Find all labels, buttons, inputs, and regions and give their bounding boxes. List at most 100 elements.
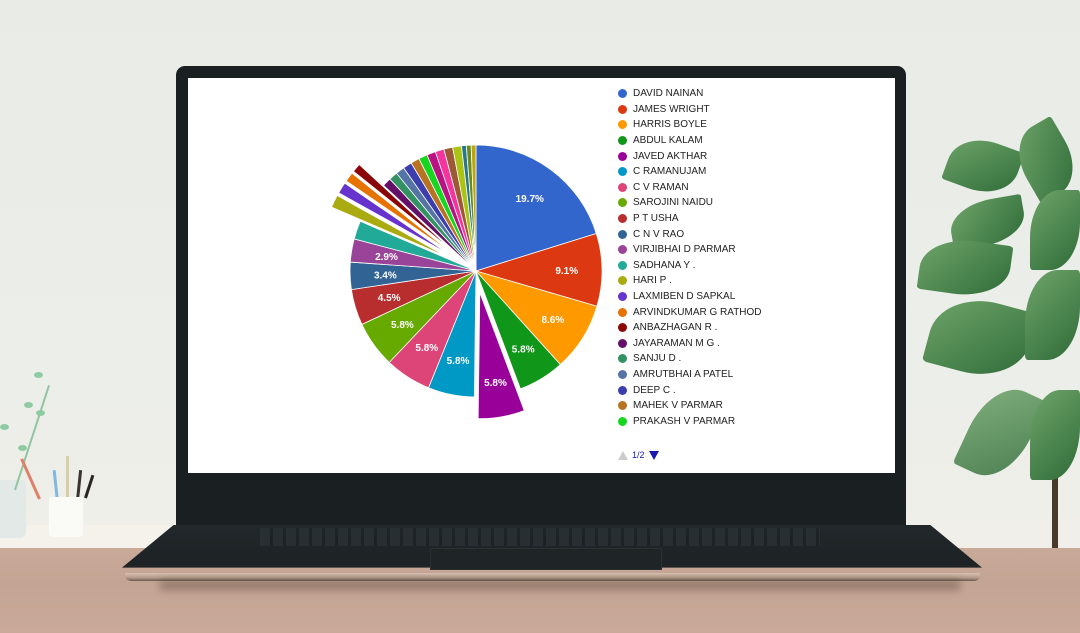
pie-slice[interactable] <box>477 292 525 420</box>
legend-swatch-icon <box>618 292 627 302</box>
plant-leaf <box>941 129 1025 203</box>
legend-item[interactable]: AMRUTBHAI A PATEL <box>618 367 762 383</box>
legend-item[interactable]: ARVINDKUMAR G RATHOD <box>618 304 762 320</box>
pie-slice[interactable] <box>470 144 477 272</box>
legend-swatch-icon <box>618 198 627 208</box>
legend-label: SAROJINI NAIDU <box>633 197 714 209</box>
pencil <box>66 456 69 500</box>
keyboard <box>260 528 820 546</box>
legend-item[interactable]: P T USHA <box>618 211 762 227</box>
legend-swatch-icon <box>618 245 627 255</box>
slice-percentage-label: 5.8% <box>391 320 414 331</box>
legend-label: LAXMIBEN D SAPKAL <box>633 291 736 303</box>
legend-swatch-icon <box>618 276 627 286</box>
plant-leaf <box>1025 270 1080 360</box>
legend-swatch-icon <box>618 260 627 270</box>
slice-percentage-label: 5.8% <box>484 378 507 389</box>
legend-item[interactable]: VIRJIBHAI D PARMAR <box>618 242 762 258</box>
vase <box>0 480 26 538</box>
legend-item[interactable]: HARI P . <box>618 273 762 289</box>
legend-label: P T USHA <box>633 213 679 225</box>
slice-percentage-label: 9.1% <box>555 266 578 277</box>
legend-item[interactable]: SANJU D . <box>618 351 762 367</box>
legend-swatch-icon <box>618 104 627 114</box>
legend-label: HARI P . <box>633 275 672 287</box>
slice-percentage-label: 4.5% <box>378 293 401 304</box>
legend-item[interactable]: C RAMANUJAM <box>618 164 762 180</box>
legend-item[interactable]: JAVED AKTHAR <box>618 148 762 164</box>
legend-item[interactable]: SAROJINI NAIDU <box>618 195 762 211</box>
legend-item[interactable]: PRAKASH V PARMAR <box>618 413 762 429</box>
legend-item[interactable]: HARRIS BOYLE <box>618 117 762 133</box>
legend-item[interactable]: LAXMIBEN D SAPKAL <box>618 289 762 305</box>
plant-leaf <box>36 410 45 416</box>
legend-item[interactable]: JAYARAMAN M G . <box>618 336 762 352</box>
plant-leaf <box>34 372 43 378</box>
plant-leaf <box>1030 190 1080 270</box>
legend-swatch-icon <box>618 401 627 411</box>
pie-chart: 19.7% 9.1% 8.6% 5.8% 5.8% 5.8% 5.8% 5.8% 4.5% 3.4… <box>330 144 603 420</box>
legend-label: SANJU D . <box>633 353 682 365</box>
legend-swatch-icon <box>618 385 627 395</box>
legend-label: JAVED AKTHAR <box>633 150 708 162</box>
legend-swatch-icon <box>618 214 627 224</box>
triangle-down-icon[interactable] <box>648 450 659 460</box>
legend-label: VIRJIBHAI D PARMAR <box>633 244 736 256</box>
screen: 19.7% 9.1% 8.6% 5.8% 5.8% 5.8% 5.8% 5.8% 4.5% 3.4… <box>188 78 895 473</box>
slice-percentage-label: 2.9% <box>375 252 398 263</box>
pie-slice[interactable] <box>330 194 448 258</box>
legend-label: SADHANA Y . <box>633 259 696 271</box>
legend-item[interactable]: DAVID NAINAN <box>618 86 762 102</box>
legend-label: C N V RAO <box>633 228 685 240</box>
legend-swatch-icon <box>618 136 627 146</box>
legend-swatch-icon <box>618 369 627 379</box>
legend-page-indicator: 1/2 <box>632 450 645 460</box>
legend-swatch-icon <box>618 323 627 333</box>
plant-leaf <box>916 234 1014 301</box>
slice-percentage-label: 8.6% <box>541 315 564 326</box>
legend-item[interactable]: SADHANA Y . <box>618 258 762 274</box>
legend-label: ANBAZHAGAN R . <box>633 322 718 334</box>
legend-item[interactable]: C N V RAO <box>618 226 762 242</box>
legend-label: JAMES WRIGHT <box>633 103 710 115</box>
legend-item[interactable]: JAMES WRIGHT <box>618 102 762 118</box>
legend-label: AMRUTBHAI A PATEL <box>633 368 734 380</box>
legend-label: ABDUL KALAM <box>633 135 703 147</box>
pie-slice[interactable] <box>475 144 597 272</box>
legend-item[interactable]: ABDUL KALAM <box>618 133 762 149</box>
legend-label: MAHEK V PARMAR <box>633 400 723 412</box>
legend-item[interactable]: DEEP C . <box>618 382 762 398</box>
legend-label: C V RAMAN <box>633 181 689 193</box>
legend-swatch-icon <box>618 229 627 239</box>
plant-leaf <box>0 424 9 430</box>
legend-swatch-icon <box>618 354 627 364</box>
legend-label: JAYARAMAN M G . <box>633 337 720 349</box>
slice-percentage-label: 5.8% <box>512 344 535 355</box>
pie-slice[interactable] <box>338 182 450 255</box>
pie-slice[interactable] <box>345 172 451 253</box>
slice-percentage-label: 3.4% <box>374 271 397 282</box>
slice-percentage-label: 19.7% <box>516 194 544 205</box>
legend-swatch-icon <box>618 89 627 99</box>
legend-swatch-icon <box>618 307 627 317</box>
legend-swatch-icon <box>618 338 627 348</box>
legend-item[interactable]: ANBAZHAGAN R . <box>618 320 762 336</box>
pencil-cup <box>49 497 83 537</box>
pie-slice[interactable] <box>353 220 477 272</box>
laptop-shadow <box>160 580 960 590</box>
chart-legend: DAVID NAINAN JAMES WRIGHT HARRIS BOYLE ABDU… <box>618 86 762 429</box>
legend-swatch-icon <box>618 416 627 426</box>
pencil <box>84 474 95 499</box>
legend-label: DAVID NAINAN <box>633 88 704 100</box>
legend-item[interactable]: C V RAMAN <box>618 180 762 196</box>
pie-slice[interactable] <box>475 270 561 390</box>
legend-swatch-icon <box>618 120 627 130</box>
slice-percentage-label: 5.8% <box>415 343 438 354</box>
pie-slice[interactable] <box>352 163 453 251</box>
plant-trunk <box>1052 470 1058 550</box>
legend-label: DEEP C . <box>633 384 676 396</box>
legend-item[interactable]: MAHEK V PARMAR <box>618 398 762 414</box>
plant-leaf <box>24 402 33 408</box>
triangle-up-icon[interactable] <box>618 450 628 460</box>
legend-label: C RAMANUJAM <box>633 166 707 178</box>
